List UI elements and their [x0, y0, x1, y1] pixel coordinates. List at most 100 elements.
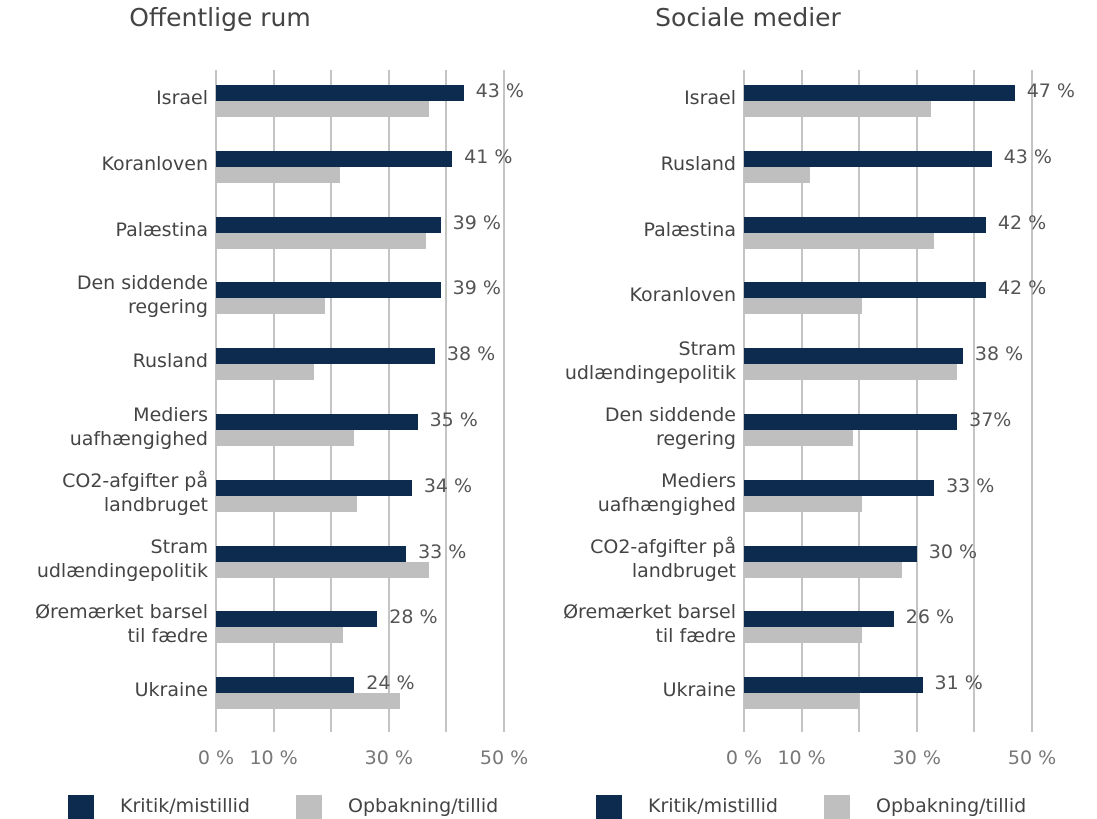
- value-label: 33 %: [946, 474, 995, 497]
- x-tick-label: 0 %: [725, 747, 763, 769]
- category-label: CO2-afgifter på landbruget: [62, 469, 208, 516]
- bar: [216, 298, 326, 315]
- value-label: 42 %: [997, 211, 1047, 234]
- bar: [744, 150, 992, 167]
- category-label: Ukraine: [662, 679, 736, 702]
- bar: [216, 545, 407, 562]
- value-label: 35 %: [429, 409, 478, 431]
- category-label: Øremærket barsel til fædre: [35, 601, 208, 648]
- legend-label: Opbakning/tillid: [876, 795, 1027, 817]
- category-label: Den siddende regering: [604, 404, 736, 450]
- legend-swatch: [596, 795, 622, 819]
- bar: [216, 611, 378, 628]
- category-label: Ukraine: [134, 679, 208, 702]
- value-label: 39 %: [452, 277, 501, 300]
- category-label: Palæstina: [643, 218, 737, 241]
- bar: [744, 414, 958, 430]
- x-tick-label: 10 %: [249, 747, 298, 769]
- bar: [744, 298, 863, 315]
- legend-swatch: [824, 795, 850, 819]
- bar: [744, 611, 894, 628]
- grid-line: [330, 70, 333, 732]
- legend-label: Kritik/mistillid: [120, 795, 250, 817]
- legend-label: Opbakning/tillid: [348, 795, 499, 817]
- category-label: Mediers uafhængighed: [69, 404, 208, 450]
- bar: [216, 495, 358, 512]
- bar: [744, 561, 903, 578]
- category-label: Stram udlændingepolitik: [564, 338, 736, 385]
- grid-line: [503, 70, 505, 732]
- chart-title: Offentlige rum: [129, 3, 311, 32]
- x-tick-label: 50 %: [479, 747, 529, 769]
- grid-line: [1031, 70, 1033, 732]
- bar: [744, 216, 986, 233]
- category-label: Rusland: [660, 152, 736, 175]
- category-label: Stram udlændingepolitik: [36, 535, 208, 582]
- bar: [216, 364, 314, 381]
- bar: [744, 479, 935, 496]
- legend-swatch: [296, 795, 322, 819]
- bar: [744, 166, 811, 183]
- bar: [216, 348, 435, 365]
- grid-line: [973, 70, 976, 732]
- bar: [744, 495, 863, 512]
- bar: [744, 85, 1015, 101]
- grid-line: [858, 70, 861, 732]
- bar: [216, 216, 441, 233]
- category-label: Koranloven: [101, 152, 208, 175]
- x-tick-label: 30 %: [892, 747, 941, 769]
- value-label: 37%: [969, 409, 1012, 431]
- bar: [216, 150, 453, 167]
- legend-swatch: [68, 795, 94, 819]
- bar: [744, 677, 923, 694]
- bar: [216, 101, 430, 117]
- bar: [216, 677, 355, 694]
- bar: [744, 693, 860, 710]
- value-label: 24 %: [366, 672, 415, 695]
- bar: [216, 561, 430, 578]
- bar: [216, 479, 412, 496]
- bar: [216, 693, 401, 710]
- bar: [744, 430, 854, 446]
- x-tick-label: 30 %: [364, 747, 413, 769]
- value-label: 30 %: [928, 540, 978, 563]
- category-label: Den siddende regering: [76, 272, 208, 319]
- grid-line: [445, 70, 448, 732]
- grid-line: [743, 70, 745, 732]
- x-tick-label: 50 %: [1007, 747, 1057, 769]
- bar: [216, 232, 427, 249]
- category-label: Rusland: [132, 350, 208, 373]
- category-label: Mediers uafhængighed: [597, 469, 736, 516]
- x-tick-label: 10 %: [777, 747, 826, 769]
- category-label: Palæstina: [115, 218, 209, 241]
- value-label: 43 %: [1003, 145, 1052, 168]
- bar: [744, 627, 863, 644]
- category-label: Øremærket barsel til fædre: [563, 601, 736, 648]
- legend-label: Kritik/mistillid: [648, 795, 778, 817]
- value-label: 43 %: [475, 80, 524, 102]
- category-label: Israel: [156, 87, 208, 109]
- value-label: 26 %: [905, 606, 955, 629]
- bar: [216, 85, 464, 101]
- value-label: 38 %: [974, 343, 1024, 366]
- grid-line: [272, 70, 275, 732]
- value-label: 31 %: [934, 672, 983, 695]
- value-label: 34 %: [423, 474, 473, 497]
- bar: [744, 282, 986, 299]
- value-label: 42 %: [997, 277, 1047, 300]
- bar: [216, 166, 340, 183]
- value-label: 39 %: [452, 211, 501, 234]
- value-label: 47 %: [1026, 80, 1075, 102]
- value-label: 33 %: [418, 540, 467, 563]
- grid-line: [800, 70, 803, 732]
- bar: [744, 364, 958, 381]
- chart-title: Sociale medier: [655, 3, 841, 32]
- bar: [216, 282, 441, 299]
- value-label: 38 %: [446, 343, 496, 366]
- grid-line: [215, 70, 217, 732]
- category-label: Israel: [684, 87, 736, 109]
- category-label: Koranloven: [629, 284, 736, 307]
- bar: [744, 232, 935, 249]
- value-label: 28 %: [389, 606, 438, 629]
